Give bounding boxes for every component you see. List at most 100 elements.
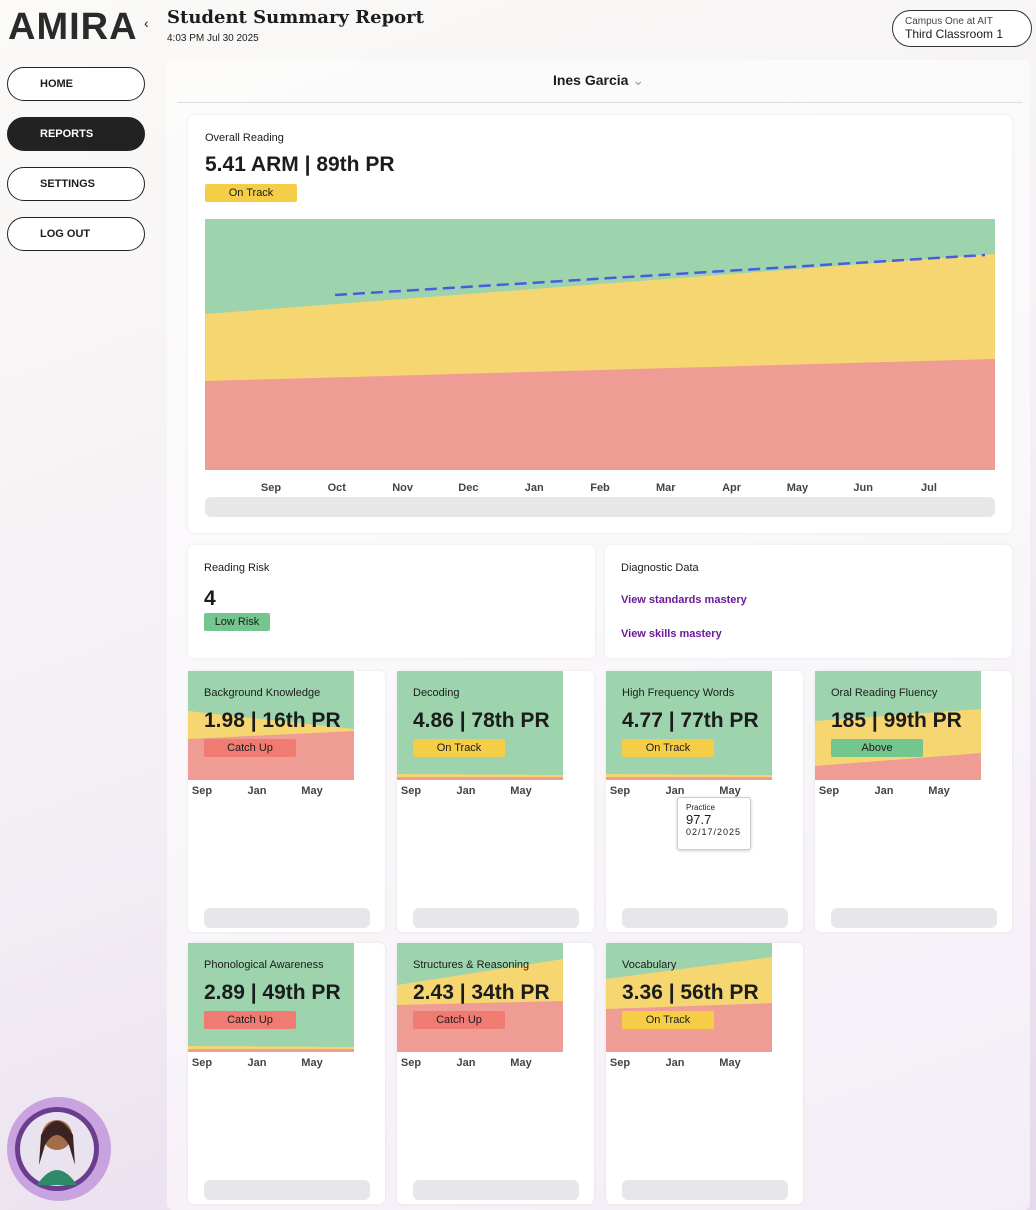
percentile: 77th PR <box>680 709 759 732</box>
x-tick-label: Apr <box>722 482 742 494</box>
standards-link[interactable]: View standards mastery <box>621 594 747 606</box>
nav-item[interactable]: LOG OUT <box>7 217 145 251</box>
scrollbar[interactable] <box>622 1180 788 1200</box>
band-catch-up <box>205 359 995 470</box>
score: 4.77 | 77th PR <box>622 709 759 732</box>
score-value: 185 <box>831 709 867 732</box>
band-catch-up <box>397 777 563 780</box>
skill-card: Background Knowledge 1.98 | 16th PR Catch … <box>188 671 385 932</box>
x-tick-label: Jan <box>666 1057 685 1069</box>
status-badge: On Track <box>622 1011 714 1029</box>
student-selector[interactable]: Ines Garcia ⌄ <box>552 72 645 88</box>
scrollbar[interactable] <box>204 1180 370 1200</box>
status-badge: Catch Up <box>204 739 296 757</box>
skill-card: Structures & Reasoning 2.43 | 34th PR Catc… <box>397 943 594 1204</box>
x-tick-label: Sep <box>192 785 212 797</box>
status-badge: Catch Up <box>413 1011 505 1029</box>
status-badge: Catch Up <box>204 1011 296 1029</box>
card-title: Reading Risk <box>204 562 270 574</box>
x-tick-label: May <box>719 785 741 797</box>
card-title: Decoding <box>413 687 460 699</box>
x-tick-label: Mar <box>656 482 676 494</box>
x-tick-label: Nov <box>392 482 414 494</box>
scrollbar[interactable] <box>413 908 579 928</box>
score: 2.43 | 34th PR <box>413 981 550 1004</box>
score: 3.36 | 56th PR <box>622 981 759 1004</box>
scrollbar[interactable] <box>204 908 370 928</box>
nav-item[interactable]: HOME <box>7 67 145 101</box>
scrollbar[interactable] <box>413 1180 579 1200</box>
x-tick-label: Oct <box>328 482 347 494</box>
nav-item[interactable]: SETTINGS <box>7 167 145 201</box>
skill-chart: Sep Jan May <box>397 671 563 797</box>
x-tick-label: Sep <box>819 785 839 797</box>
x-tick-label: Sep <box>610 785 630 797</box>
page-title: Student Summary Report <box>167 7 424 28</box>
x-tick-label: May <box>928 785 950 797</box>
score: 2.89 | 49th PR <box>204 981 341 1004</box>
collapse-icon[interactable]: ‹ <box>144 15 149 31</box>
percentile: 49th PR <box>262 981 341 1004</box>
x-tick-label: May <box>301 1057 323 1069</box>
divider <box>177 102 1022 103</box>
tooltip: Practice 97.7 02/17/2025 <box>677 797 751 850</box>
x-tick-label: May <box>510 1057 532 1069</box>
skill-card: Phonological Awareness 2.89 | 49th PR Catc… <box>188 943 385 1204</box>
band-above <box>606 671 772 780</box>
score-value: 5.41 ARM <box>205 153 299 176</box>
percentile: 89th PR <box>316 153 395 176</box>
campus-selector[interactable]: Campus One at AIT Third Classroom 1 <box>892 10 1032 47</box>
x-tick-label: May <box>510 785 532 797</box>
score-value: 2.89 <box>204 981 245 1004</box>
percentile: 16th PR <box>262 709 341 732</box>
band-above <box>397 671 563 780</box>
classroom: Third Classroom 1 <box>905 27 1004 41</box>
x-tick-label: Jan <box>457 785 476 797</box>
card-title: Structures & Reasoning <box>413 959 530 971</box>
timestamp: 4:03 PM Jul 30 2025 <box>167 33 259 44</box>
band-catch-up <box>815 753 981 780</box>
status-badge: On Track <box>205 184 297 202</box>
skill-card: Vocabulary 3.36 | 56th PR On Track Sep Jan Ma… <box>606 943 803 1204</box>
card-title: Overall Reading <box>205 132 284 144</box>
score-value: 4.86 <box>413 709 454 732</box>
score: 4.86 | 78th PR <box>413 709 550 732</box>
skill-chart: Sep Jan May <box>606 671 772 797</box>
card-title: Oral Reading Fluency <box>831 687 938 699</box>
percentile: 34th PR <box>471 981 550 1004</box>
score: 185 | 99th PR <box>831 709 962 732</box>
nav-item[interactable]: REPORTS <box>7 117 145 151</box>
scrollbar[interactable] <box>831 908 997 928</box>
x-tick-label: Dec <box>458 482 478 494</box>
x-tick-label: Jan <box>525 482 544 494</box>
score: 1.98 | 16th PR <box>204 709 341 732</box>
skill-chart: Sep Jan May <box>188 943 354 1069</box>
x-tick-label: May <box>719 1057 741 1069</box>
x-tick-label: Jan <box>248 785 267 797</box>
avatar[interactable] <box>5 1095 113 1203</box>
x-tick-label: May <box>301 785 323 797</box>
x-tick-label: Sep <box>610 1057 630 1069</box>
risk-card: Reading Risk 4 Low Risk <box>188 545 595 658</box>
card-title: Phonological Awareness <box>204 959 324 971</box>
overall-card: Overall Reading 5.41 ARM | 89th PR On Tr… <box>188 115 1012 533</box>
x-tick-label: Sep <box>401 785 421 797</box>
scrollbar[interactable] <box>205 497 995 517</box>
x-tick-label: Jan <box>248 1057 267 1069</box>
x-tick-label: Sep <box>192 1057 212 1069</box>
band-above <box>188 943 354 1052</box>
x-tick-label: Jan <box>457 1057 476 1069</box>
overall-chart: Sep Oct Nov Dec Jan Feb Mar Apr May Jun Jul <box>205 219 995 494</box>
skill-card: Oral Reading Fluency 185 | 99th PR Above Se… <box>815 671 1012 932</box>
percentile: 99th PR <box>883 709 962 732</box>
risk-value: 4 <box>204 587 216 610</box>
score: 5.41 ARM | 89th PR <box>205 153 395 176</box>
status-badge: On Track <box>413 739 505 757</box>
status-badge: Above <box>831 739 923 757</box>
skill-card: Decoding 4.86 | 78th PR On Track Sep Jan May <box>397 671 594 932</box>
status-badge: Low Risk <box>204 613 270 631</box>
x-tick-label: Jun <box>853 482 873 494</box>
scrollbar[interactable] <box>622 908 788 928</box>
skills-link[interactable]: View skills mastery <box>621 628 722 640</box>
